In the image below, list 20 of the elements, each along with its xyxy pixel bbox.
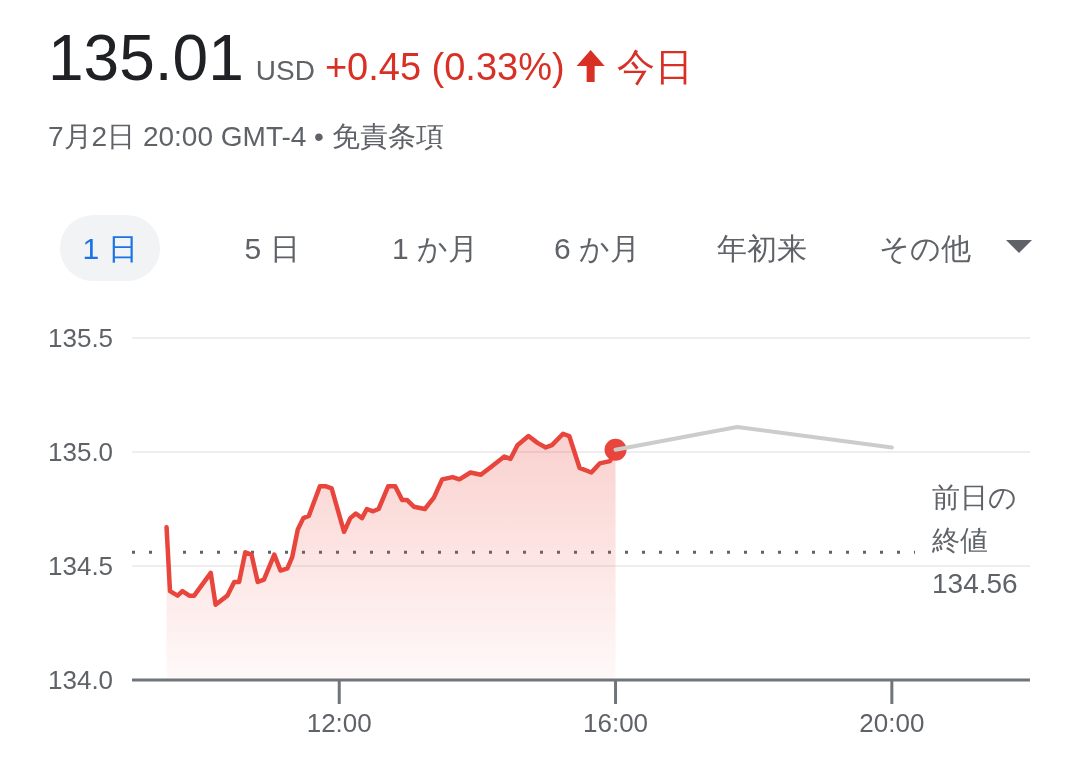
x-tick-label: 12:00	[306, 708, 372, 738]
chart-subtitle: 7月2日 20:00 GMT-4 • 免責条項	[48, 121, 444, 152]
text: 今日	[616, 46, 693, 88]
text: 5 日	[244, 232, 300, 265]
text: 年初来	[717, 232, 807, 265]
text: その他	[879, 232, 971, 265]
text: 1 か月	[391, 232, 479, 265]
y-tick-label: 135.5	[48, 323, 114, 353]
y-tick-label: 134.0	[48, 665, 114, 695]
text: USD	[255, 55, 315, 86]
x-tick-label: 20:00	[859, 708, 925, 738]
annotation: 134.56	[932, 567, 1018, 599]
y-tick-label: 134.5	[48, 551, 114, 581]
y-tick-label: 135.0	[48, 437, 114, 467]
text: 1 日	[82, 232, 138, 265]
chart-title: 135.01	[48, 22, 244, 94]
text: 6 か月	[553, 232, 641, 265]
x-tick-label: 16:00	[583, 708, 649, 738]
ref-line-label: 前日の終値	[931, 481, 1017, 556]
text: +0.45 (0.33%)	[324, 46, 565, 88]
